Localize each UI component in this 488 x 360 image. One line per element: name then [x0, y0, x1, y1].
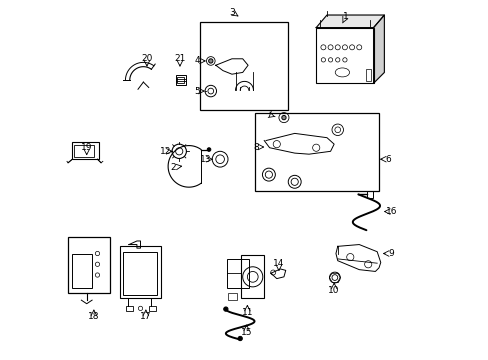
Bar: [68, 237, 110, 293]
Bar: [72, 142, 99, 159]
Bar: [177, 77, 183, 83]
Text: 9: 9: [388, 249, 394, 258]
Text: 2: 2: [170, 163, 175, 172]
Text: 20: 20: [141, 54, 152, 63]
Text: 8: 8: [253, 143, 259, 152]
Text: 7: 7: [265, 110, 271, 119]
Text: 5: 5: [194, 86, 200, 95]
Text: 11: 11: [241, 308, 253, 317]
Bar: [316, 28, 373, 83]
Circle shape: [223, 307, 227, 311]
Bar: [199, 22, 287, 110]
Bar: [149, 306, 156, 311]
Bar: [228, 293, 237, 300]
Circle shape: [207, 148, 210, 151]
Bar: [366, 191, 372, 198]
Circle shape: [281, 116, 285, 120]
Text: 3: 3: [228, 8, 234, 17]
Bar: [255, 113, 378, 192]
Text: 15: 15: [241, 328, 252, 337]
Polygon shape: [373, 15, 384, 83]
Text: 12: 12: [160, 147, 171, 156]
Bar: [241, 255, 264, 298]
Bar: [120, 246, 161, 298]
Text: 10: 10: [328, 286, 339, 295]
Bar: [123, 252, 157, 295]
Text: 1: 1: [342, 12, 348, 21]
Text: 14: 14: [273, 259, 284, 268]
Bar: [72, 253, 92, 288]
Circle shape: [208, 59, 212, 63]
Text: 19: 19: [81, 143, 92, 152]
Bar: [175, 75, 185, 85]
Text: 18: 18: [88, 312, 100, 321]
Text: 4: 4: [194, 57, 200, 66]
Bar: [126, 306, 132, 311]
Text: 13: 13: [200, 155, 211, 164]
Bar: [74, 145, 94, 157]
Text: 16: 16: [385, 207, 396, 216]
Bar: [365, 69, 371, 81]
Text: 21: 21: [174, 54, 185, 63]
Circle shape: [238, 336, 242, 341]
Bar: [227, 259, 248, 288]
Polygon shape: [316, 15, 384, 28]
Text: 17: 17: [140, 312, 151, 321]
Text: 6: 6: [385, 155, 391, 164]
